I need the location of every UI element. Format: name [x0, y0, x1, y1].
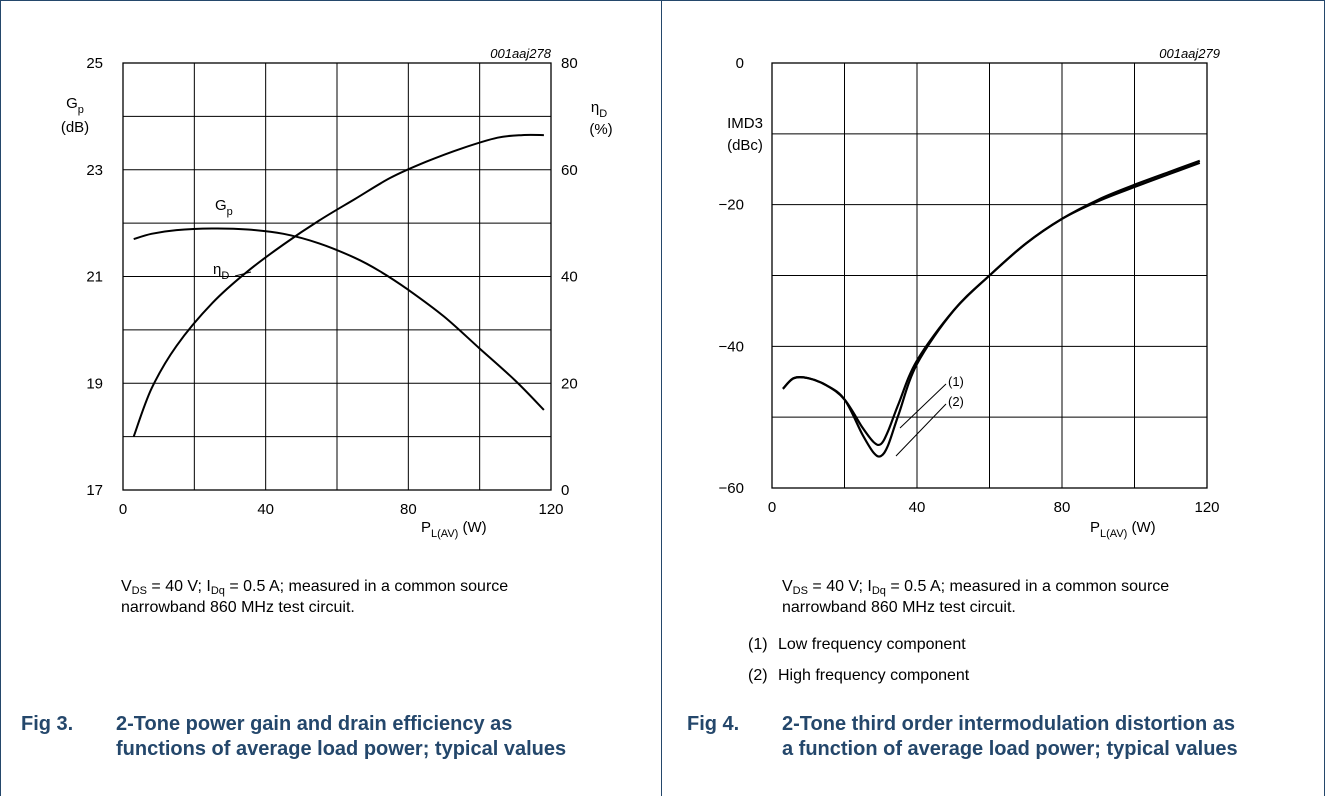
y-axis-unit: (dBc) — [727, 137, 763, 154]
figure-number: Fig 3. — [21, 713, 74, 735]
efficiency-curve-label: ηD — [213, 261, 229, 282]
test-conditions-note: VDS = 40 V; IDq = 0.5 A; measured in a c… — [782, 578, 1170, 616]
y-tick-label: −40 — [719, 338, 744, 355]
y-right-tick-label: 20 — [561, 375, 578, 392]
x-axis-label: PL(AV) (W) — [421, 519, 487, 540]
x-tick-label: 40 — [909, 499, 926, 516]
efficiency-leader-line — [234, 271, 252, 277]
frame-top-border — [662, 0, 1324, 1]
tick-labels: 0 40 80 120 17 19 21 23 25 0 20 40 60 80 — [86, 55, 577, 518]
figure-title: 2-Tone power gain and drain efficiency a… — [116, 713, 567, 760]
figure-title: 2-Tone third order intermodulation disto… — [782, 713, 1238, 760]
legend-item-2: (2) High frequency component — [748, 667, 970, 684]
y-axis-label: IMD3 — [727, 115, 763, 132]
y-left-tick-label: 17 — [86, 482, 103, 499]
series-1-callout: (1) — [948, 374, 964, 389]
test-conditions-note: VDS = 40 V; IDq = 0.5 A; measured in a c… — [121, 578, 509, 616]
figure-4-panel: 0 40 80 120 −60 −40 −20 0 001aaj279 IMD3 (dBc) … — [662, 0, 1325, 796]
legend-item-1: (1) Low frequency component — [748, 636, 966, 653]
chart-code: 001aaj278 — [490, 46, 551, 61]
x-axis-label: PL(AV) (W) — [1090, 519, 1156, 540]
y-tick-label: −20 — [719, 197, 744, 214]
figure-3-panel: 0 40 80 120 17 19 21 23 25 0 20 40 60 80 001aaj278 Gp… — [0, 0, 662, 796]
y-left-axis-unit: (dB) — [61, 119, 89, 136]
series-2-callout: (2) — [948, 394, 964, 409]
efficiency-series-line — [132, 133, 544, 437]
y-left-tick-label: 21 — [86, 269, 103, 286]
figure-number: Fig 4. — [687, 713, 740, 735]
x-tick-label: 120 — [1194, 499, 1219, 516]
y-right-tick-label: 0 — [561, 482, 569, 499]
data-series — [132, 133, 545, 437]
x-tick-label: 0 — [119, 501, 127, 518]
x-tick-label: 40 — [257, 501, 274, 518]
x-tick-label: 0 — [768, 499, 776, 516]
y-right-tick-label: 80 — [561, 55, 578, 72]
x-tick-label: 80 — [400, 501, 417, 518]
imd3-chart: 0 40 80 120−60−40−200 001aaj279 IMD3 (dBc) … — [719, 46, 1220, 540]
y-right-tick-label: 60 — [561, 162, 578, 179]
y-left-tick-label: 19 — [86, 375, 103, 392]
y-tick-label: 0 — [736, 55, 744, 72]
series-1-leader-line — [899, 383, 947, 429]
y-tick-label: −60 — [719, 480, 744, 497]
gp-series-line — [133, 227, 545, 411]
x-tick-label: 120 — [538, 501, 563, 518]
chart-grid — [122, 62, 552, 491]
y-right-tick-label: 40 — [561, 269, 578, 286]
data-series — [782, 159, 1201, 458]
y-right-axis-label: ηD — [591, 99, 607, 120]
tick-labels: 0 40 80 120 −60 −40 −20 0 — [719, 55, 1220, 516]
x-tick-label: 80 — [1054, 499, 1071, 516]
gp-curve-label: Gp — [215, 197, 233, 218]
gain-efficiency-chart: 0 40 80 120 17 19 21 23 25 0 20 40 60 80 001aaj278 Gp… — [61, 46, 613, 540]
y-left-axis-label: Gp — [66, 95, 84, 116]
y-left-tick-label: 23 — [86, 162, 103, 179]
frame-top-border — [1, 0, 661, 1]
series-2-leader-line — [895, 403, 947, 457]
chart-code: 001aaj279 — [1159, 46, 1220, 61]
y-left-tick-label: 25 — [86, 55, 103, 72]
y-right-axis-unit: (%) — [589, 121, 612, 138]
series-2-line — [782, 161, 1201, 458]
